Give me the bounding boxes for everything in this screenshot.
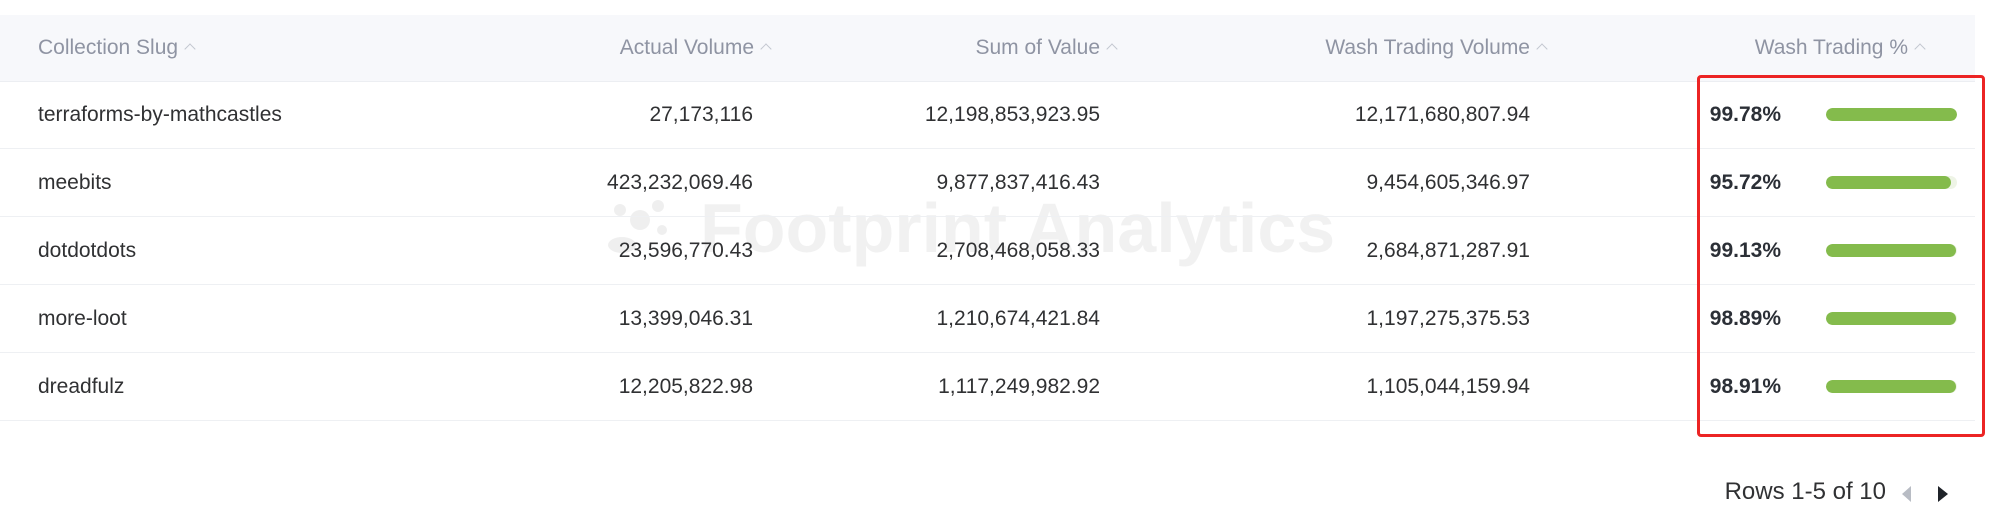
wash-trading-pct: 95.72%	[1709, 171, 1781, 194]
wash-trading-volume: 9,454,605,346.97	[1366, 171, 1531, 194]
wash-trading-volume: 2,684,871,287.91	[1366, 239, 1531, 262]
collection-slug: dreadfulz	[38, 375, 125, 398]
previous-page-icon[interactable]	[1902, 486, 1911, 502]
watermark: Footprint Analytics	[700, 189, 1336, 267]
table-row[interactable]: dotdotdots 23,596,770.43 2,708,468,058.33 2…	[0, 217, 1975, 285]
wash-trading-volume: 1,197,275,375.53	[1366, 307, 1531, 330]
wash-trading-bar-fill	[1826, 380, 1956, 393]
wash-trading-pct: 99.78%	[1709, 103, 1781, 126]
highlight-box	[1697, 75, 1985, 437]
table-row[interactable]: terraforms-by-mathcastles 27,173,116 12,19…	[0, 81, 1975, 149]
actual-volume: 12,205,822.98	[618, 375, 753, 398]
wash-trading-bar	[1826, 244, 1957, 257]
next-page-icon[interactable]	[1938, 486, 1948, 502]
wash-trading-bar-fill	[1826, 176, 1952, 189]
actual-volume: 23,596,770.43	[618, 239, 753, 262]
wash-trading-pct: 99.13%	[1709, 239, 1781, 262]
actual-volume: 13,399,046.31	[618, 307, 753, 330]
wash-trading-bar-fill	[1826, 312, 1956, 325]
sum-of-value: 12,198,853,923.95	[924, 103, 1100, 126]
table-row[interactable]: meebits 423,232,069.46 9,877,837,416.43 9,4…	[0, 149, 1975, 217]
wash-trading-volume: 1,105,044,159.94	[1366, 375, 1531, 398]
wash-trading-bar	[1826, 312, 1957, 325]
pagination-label: Rows 1-5 of 10	[1724, 478, 1886, 505]
sum-of-value: 1,210,674,421.84	[936, 307, 1101, 330]
wash-trading-pct: 98.91%	[1709, 375, 1781, 398]
collection-slug: meebits	[38, 171, 112, 194]
wash-trading-bar	[1826, 380, 1957, 393]
sort-arrow-icon[interactable]	[1536, 43, 1548, 55]
column-header-actual-volume[interactable]: Actual Volume	[620, 15, 772, 81]
collection-slug: terraforms-by-mathcastles	[38, 103, 282, 126]
column-header-wash-trading-pct[interactable]: Wash Trading %	[1755, 15, 1926, 81]
sum-of-value: 2,708,468,058.33	[936, 239, 1101, 262]
actual-volume: 423,232,069.46	[607, 171, 753, 194]
column-header-collection-slug[interactable]: Collection Slug	[38, 15, 196, 81]
table-row[interactable]: more-loot 13,399,046.31 1,210,674,421.84 1,…	[0, 285, 1975, 353]
wash-trading-bar	[1826, 176, 1957, 189]
watermark-logo-icon	[608, 200, 667, 253]
table-row[interactable]: dreadfulz 12,205,822.98 1,117,249,982.92 1,…	[0, 353, 1975, 421]
sum-of-value: 9,877,837,416.43	[936, 171, 1101, 194]
column-header-wash-trading-volume[interactable]: Wash Trading Volume	[1325, 15, 1548, 81]
collection-slug: dotdotdots	[38, 239, 137, 262]
collection-slug: more-loot	[38, 307, 127, 330]
wash-trading-bar-fill	[1826, 108, 1957, 121]
wash-trading-bar	[1826, 108, 1957, 121]
table-header: Collection Slug Actual Volume Sum of Val…	[0, 15, 1975, 82]
wash-trading-pct: 98.89%	[1709, 307, 1781, 330]
sort-arrow-icon[interactable]	[1106, 43, 1118, 55]
sort-arrow-icon[interactable]	[184, 43, 196, 55]
actual-volume: 27,173,116	[649, 103, 753, 126]
wash-trading-volume: 12,171,680,807.94	[1354, 103, 1530, 126]
sort-arrow-icon[interactable]	[760, 43, 772, 55]
column-header-sum-of-value[interactable]: Sum of Value	[975, 15, 1118, 81]
wash-trading-bar-fill	[1826, 244, 1956, 257]
sort-arrow-icon[interactable]	[1914, 43, 1926, 55]
sum-of-value: 1,117,249,982.92	[938, 375, 1100, 398]
